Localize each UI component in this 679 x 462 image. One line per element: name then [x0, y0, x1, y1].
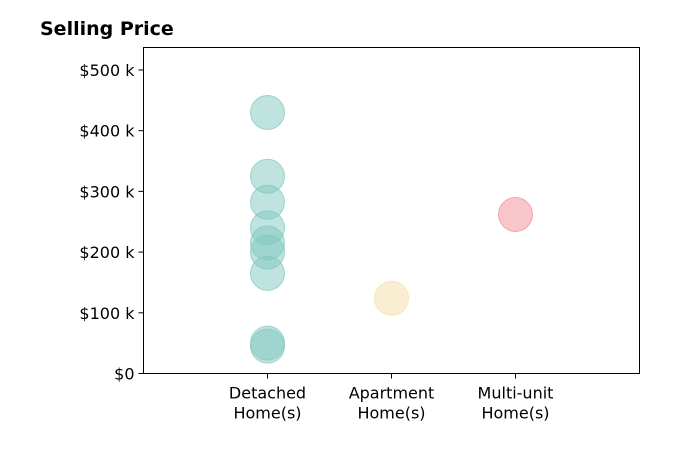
- y-tick-label: $400 k: [79, 122, 135, 141]
- x-tick-label: Apartment Home(s): [349, 384, 435, 423]
- y-tick-label: $0: [114, 365, 134, 384]
- y-tick-label: $500 k: [79, 61, 135, 80]
- y-tick-label: $200 k: [79, 243, 135, 262]
- chart-title: Selling Price: [40, 18, 174, 40]
- data-point: [498, 196, 533, 232]
- data-point: [250, 94, 285, 130]
- y-tick-label: $100 k: [79, 304, 135, 323]
- y-tick-label: $300 k: [79, 182, 135, 201]
- data-point: [250, 255, 285, 291]
- data-point: [374, 280, 409, 316]
- data-point: [250, 328, 285, 364]
- x-tick-label: Multi-unit Home(s): [478, 384, 554, 423]
- x-tick-label: Detached Home(s): [229, 384, 306, 423]
- plot-frame: [143, 47, 640, 374]
